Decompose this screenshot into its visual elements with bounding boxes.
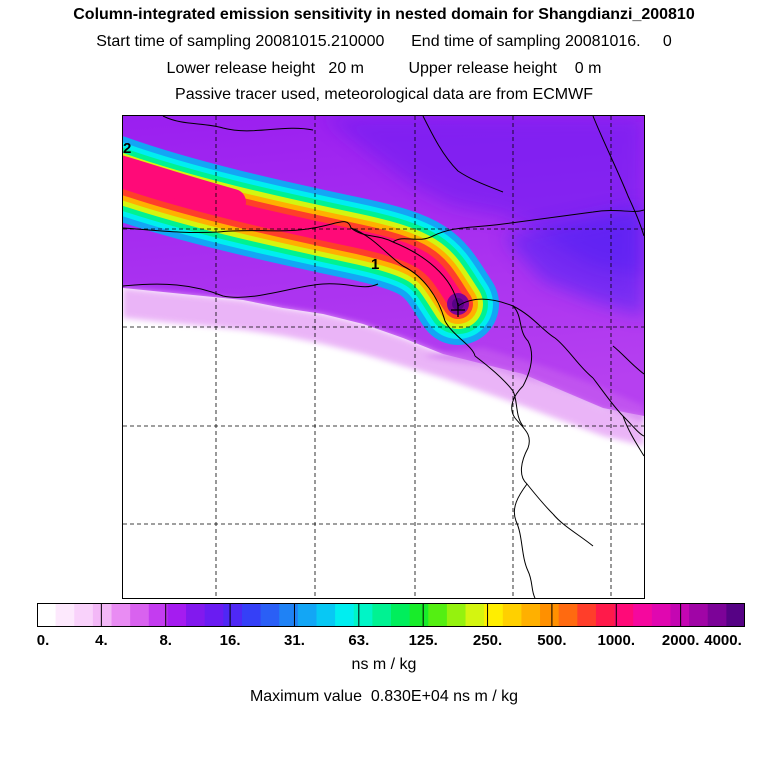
colorbar-swatch [204,603,224,627]
colorbar-swatch [372,603,392,627]
colorbar-swatch [446,603,467,627]
colorbar-swatch [316,603,336,627]
colorbar-border [37,603,745,627]
colorbar-swatch [241,603,262,627]
emission-sensitivity-map: 2 1 [122,115,645,599]
colorbar-swatch [595,603,616,627]
colorbar-swatch [484,603,504,627]
colorbar-tick-label: 8. [159,632,172,649]
colorbar-swatch [540,603,560,627]
colorbar-swatch [167,603,187,627]
plume [123,136,499,345]
colorbar-tick-label: 125. [408,632,438,649]
contour-label-2: 2 [123,140,131,157]
colorbar-tick-label: 31. [284,632,305,649]
colorbar-tick-label: 1000. [597,632,636,649]
plot-title: Column-integrated emission sensitivity i… [73,6,695,23]
colorbar-swatch [37,603,57,627]
colorbar-swatch [707,603,727,627]
colorbar-swatch [353,603,373,627]
colorbar-swatch [55,603,75,627]
colorbar-tick-label: 0. [36,632,50,649]
colorbar-swatch [502,603,522,627]
graticule [123,116,644,598]
colorbar-swatch [223,603,243,627]
colorbar-swatch [130,603,150,627]
colorbar-swatch [111,603,131,627]
colorbar-units: ns m / kg [351,656,417,673]
colorbar-tick-label: 63. [348,632,370,649]
colorbar-tick-label: 500. [537,632,567,649]
colorbar-swatch [428,603,448,627]
colorbar-swatch [409,603,429,627]
colorbar-swatch [577,603,597,627]
colorbar-swatch [297,603,317,627]
colorbar-tick-label: 16. [219,632,241,649]
colorbar-swatch [92,603,113,627]
colorbar-swatch [614,603,634,627]
colorbar-swatch [521,603,541,627]
colorbar [37,603,745,627]
colorbar-tick-label: 2000. [661,632,700,649]
colorbar-swatch [335,603,355,627]
colorbar-swatch [558,603,578,627]
sampling-time-line: Start time of sampling 20081015.210000 E… [96,33,672,50]
colorbar-swatch [74,603,94,627]
colorbar-swatch [689,603,709,627]
tracer-info-line: Passive tracer used, meteorological data… [175,86,593,103]
colorbar-swatch [651,603,671,627]
colorbar-tick-label: 250. [472,632,503,649]
colorbar-swatch [726,603,745,627]
maximum-value-text: Maximum value 0.830E+04 ns m / kg [249,688,519,705]
colorbar-swatch [279,603,299,627]
colorbar-swatch [670,603,690,627]
colorbar-swatch [465,603,485,627]
receptor-marker [451,303,465,317]
coastlines [123,116,644,598]
colorbar-swatch [633,603,653,627]
colorbar-tick-label: 4. [95,632,108,649]
colorbar-swatch [148,603,168,627]
contour-label-1: 1 [371,256,379,273]
release-height-line: Lower release height 20 m Upper release … [166,60,602,77]
colorbar-tick-label: 4000. [704,632,742,649]
map-svg: 2 1 [123,116,644,598]
colorbar-swatch [391,603,411,627]
colorbar-swatch [260,603,280,627]
colorbar-swatch [186,603,206,627]
